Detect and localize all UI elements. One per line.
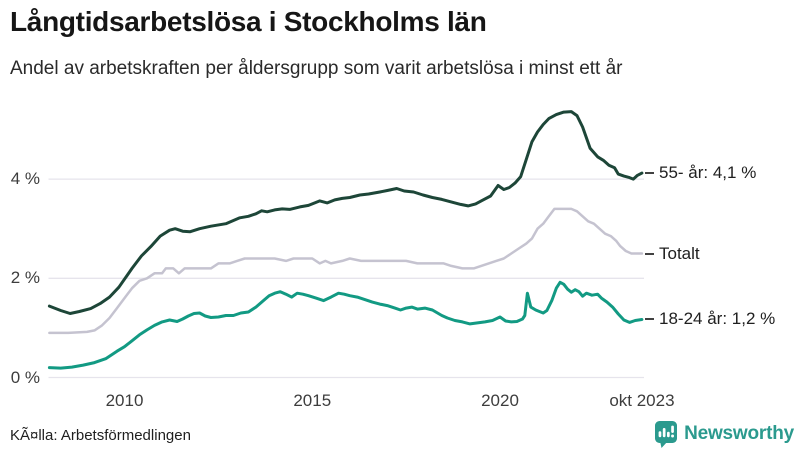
newsworthy-logo[interactable]: Newsworthy: [654, 420, 794, 448]
x-tick-2015: 2015: [293, 391, 332, 410]
y-tick-0pct: 0 %: [10, 367, 40, 387]
y-tick-4pct: 4 %: [10, 169, 40, 189]
series-line-2: [47, 280, 644, 370]
label-leader-dash: [645, 252, 654, 255]
series-line-1: [48, 207, 644, 335]
y-tick-2pct: 2 %: [10, 268, 40, 288]
label-leader-dash: [645, 172, 654, 175]
label-leader-dash: [645, 318, 654, 321]
series-label-text: Totalt: [659, 243, 700, 263]
page-title: Långtidsarbetslösa i Stockholms län: [10, 6, 487, 37]
series-line-0: [47, 110, 644, 315]
chart-subtitle: Andel av arbetskraften per åldersgrupp s…: [10, 58, 623, 79]
brand-name: Newsworthy: [684, 423, 794, 444]
x-tick-2010: 2010: [105, 391, 144, 410]
x-tick-okt-2023: okt 2023: [609, 391, 675, 410]
series-label-18-24-ar: 18-24 år: 1,2 %: [645, 308, 775, 330]
series-label-totalt: Totalt: [645, 243, 700, 265]
series-label-text: 18-24 år: 1,2 %: [659, 309, 776, 329]
source-credit: KÃ¤lla: Arbetsförmedlingen: [10, 427, 191, 444]
newsworthy-bubble-chart-icon: [655, 421, 678, 448]
series-label-text: 55- år: 4,1 %: [659, 163, 757, 183]
x-tick-2020: 2020: [481, 391, 519, 410]
series-label-55-ar: 55- år: 4,1 %: [645, 162, 756, 184]
